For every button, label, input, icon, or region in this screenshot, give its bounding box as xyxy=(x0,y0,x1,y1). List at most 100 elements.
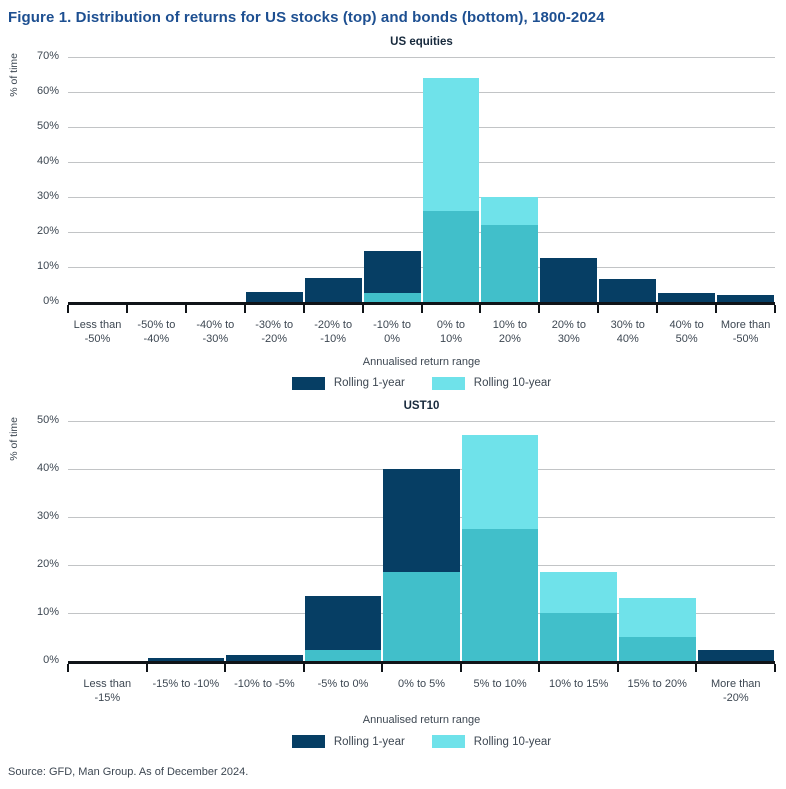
x-axis-tick xyxy=(616,663,619,672)
bar-rolling-10-year-segment xyxy=(540,571,617,613)
bar-rolling-1-year-segment xyxy=(697,650,775,661)
plot-area xyxy=(67,57,776,313)
bar-cell xyxy=(147,421,226,661)
bar-cell xyxy=(598,57,657,302)
bar-cell xyxy=(304,421,383,661)
x-tick-label: -5% to 0% xyxy=(317,677,369,690)
x-axis-tick xyxy=(774,663,776,672)
y-tick-label: 40% xyxy=(36,461,59,474)
x-axis-tick xyxy=(459,663,462,672)
bar-overlap-segment xyxy=(363,293,421,302)
bar-cell xyxy=(245,57,304,302)
bar-overlap-segment xyxy=(540,612,617,661)
x-tick-label: 40% to 50% xyxy=(669,319,704,346)
y-axis: % of time 70% 60% 50% 40% 30% 20% 10% 0% xyxy=(0,50,68,307)
x-tick-label: 30% to 40% xyxy=(610,319,645,346)
chart-title-us-equities: US equities xyxy=(390,36,453,48)
legend-swatch-rolling-1-year xyxy=(291,376,325,390)
bar-rolling-1-year-segment xyxy=(658,293,716,302)
bar-rolling-1-year-segment xyxy=(245,291,303,302)
y-tick-label: 10% xyxy=(36,605,59,618)
x-axis-tick xyxy=(145,663,148,672)
x-axis-tick xyxy=(479,305,482,313)
bar-cell xyxy=(68,421,147,661)
x-axis-tick xyxy=(243,305,246,313)
plot-area xyxy=(67,420,776,672)
x-axis-tick xyxy=(184,305,187,313)
y-tick-label: 50% xyxy=(36,413,59,426)
legend-swatch-rolling-1-year xyxy=(291,735,325,749)
bar-rolling-1-year-segment xyxy=(383,468,460,572)
x-axis-tick xyxy=(715,305,718,313)
x-axis-tick xyxy=(774,305,776,313)
legend-swatch-rolling-10-year xyxy=(431,735,465,749)
x-tick-label: 10% to 15% xyxy=(548,677,609,690)
y-axis-label: % of time xyxy=(8,53,20,97)
bar-cell xyxy=(461,421,540,661)
x-tick-label: 0% to 5% xyxy=(397,677,446,690)
x-tick-label: Less than -50% xyxy=(73,319,122,346)
legend-label-rolling-10-year: Rolling 10-year xyxy=(473,377,552,390)
x-tick-label: -15% to -10% xyxy=(152,677,220,690)
bar-rolling-1-year-segment xyxy=(226,654,303,661)
y-tick-label: 20% xyxy=(36,557,59,570)
x-tick-label: -10% to -5% xyxy=(234,677,295,690)
x-axis-title: Annualised return range xyxy=(362,355,481,368)
x-tick-label: More than -20% xyxy=(711,677,761,704)
x-axis-labels: Less than -15% -15% to -10% -10% to -5% -5%… xyxy=(68,677,775,706)
legend-label-rolling-10-year: Rolling 10-year xyxy=(473,735,552,748)
x-tick-label: 10% to 20% xyxy=(492,319,528,346)
bar-rolling-1-year-segment xyxy=(304,595,382,651)
x-axis-tick xyxy=(538,663,541,672)
ust10-chart: UST10 % of time 50% 40% 30% 20% 10% 0% Less t… xyxy=(0,400,786,749)
bar-cell xyxy=(225,421,304,661)
bar-rolling-1-year-segment xyxy=(304,277,362,302)
y-tick-label: 30% xyxy=(36,190,59,202)
bar-cell xyxy=(382,421,461,661)
legend: Rolling 1-year Rolling 10-year xyxy=(68,376,775,390)
x-tick-label: -50% to -40% xyxy=(137,319,176,346)
bar-cell xyxy=(657,57,716,302)
gridline xyxy=(68,92,775,93)
bar-rolling-1-year-segment xyxy=(599,279,657,302)
us-equities-chart: US equities % of time 70% 60% 50% 40% 30% 20%… xyxy=(0,36,786,390)
x-tick-label: 20% to 30% xyxy=(551,319,586,346)
bar-rolling-10-year-segment xyxy=(481,197,539,225)
bar-cell xyxy=(68,57,127,302)
figure-title: Figure 1. Distribution of returns for US… xyxy=(8,9,605,26)
x-axis-tick xyxy=(224,663,227,672)
gridline xyxy=(68,267,775,268)
bar-rolling-10-year-segment xyxy=(422,78,480,211)
x-tick-label: -30% to -20% xyxy=(255,319,294,346)
x-tick-label: 5% to 10% xyxy=(473,677,527,690)
bar-cell xyxy=(539,421,618,661)
bar-overlap-segment xyxy=(304,650,382,661)
bar-cell xyxy=(186,57,245,302)
x-tick-label: -40% to -30% xyxy=(196,319,235,346)
bar-rolling-1-year-segment xyxy=(717,295,775,302)
bar-cell xyxy=(480,57,539,302)
chart-title-ust10: UST10 xyxy=(403,399,440,412)
x-tick-label: -10% to 0% xyxy=(373,319,412,346)
gridline xyxy=(68,57,775,58)
x-axis-tick xyxy=(420,305,423,313)
x-tick-label: -20% to -10% xyxy=(314,319,353,346)
bar-cell xyxy=(539,57,598,302)
y-tick-label: 70% xyxy=(36,50,59,62)
x-axis-tick xyxy=(67,663,69,672)
bar-cell xyxy=(697,421,776,661)
gridline xyxy=(68,420,775,422)
x-axis-tick xyxy=(538,305,541,313)
y-tick-label: 20% xyxy=(36,225,59,237)
x-axis-labels: Less than -50% -50% to -40% -40% to -30% -3… xyxy=(68,318,775,347)
x-tick-label: 15% to 20% xyxy=(627,677,687,690)
x-axis-tick xyxy=(695,663,698,672)
bar-rolling-10-year-segment xyxy=(461,435,539,529)
gridline xyxy=(68,162,775,163)
x-axis-tick xyxy=(381,663,384,672)
bar-rolling-1-year-segment xyxy=(363,251,421,294)
bar-cell xyxy=(618,421,697,661)
y-axis: % of time 50% 40% 30% 20% 10% 0% xyxy=(0,414,68,666)
y-tick-label: 30% xyxy=(36,509,59,522)
x-axis-tick xyxy=(597,305,600,313)
